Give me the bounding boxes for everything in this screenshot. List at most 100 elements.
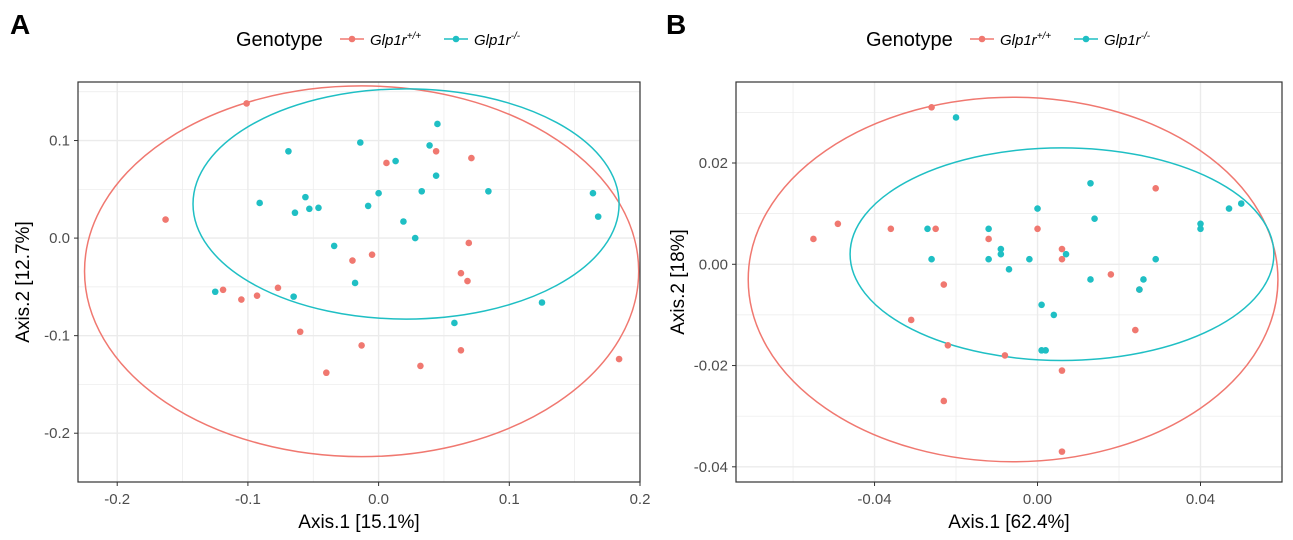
- panel-b-point-knockout-14: [985, 255, 992, 263]
- panel-a-legend-label-knockout: Glp1r-/-: [474, 31, 521, 49]
- panel-a-point-wild-type-2: [432, 147, 440, 155]
- panel-b-point-wild-type-6: [985, 235, 992, 243]
- panel-b-point-knockout-16: [1152, 255, 1159, 263]
- panel-a-point-knockout-23: [538, 299, 546, 306]
- panel-a-point-knockout-0: [434, 120, 441, 128]
- panel-a-point-knockout-3: [285, 147, 292, 155]
- panel-b-y-tick-label-0-00: 0.00: [699, 256, 728, 273]
- panel-b-point-knockout-24: [1042, 347, 1049, 354]
- panel-a-ellipse-knockout: [192, 88, 620, 320]
- panel-b-legend-label-knockout: Glp1r-/-: [1104, 31, 1151, 49]
- panel-a-point-wild-type-13: [238, 296, 245, 303]
- panel-b-point-wild-type-14: [1132, 326, 1139, 334]
- panel-b-point-wild-type-5: [810, 235, 817, 243]
- panel-a-point-knockout-20: [351, 279, 359, 287]
- panel-a-point-wild-type-16: [457, 346, 465, 354]
- panel-b-point-wild-type-17: [1058, 367, 1066, 374]
- panel-b-x-axis-title: Axis.1 [62.4%]: [948, 512, 1069, 533]
- panel-b-point-knockout-10: [997, 245, 1005, 253]
- panel-b-data: [747, 96, 1279, 463]
- panel-a-x-tick-label-0-0: 0.0: [368, 491, 389, 508]
- panel-a-legend: Genotype Glp1r+/+ Glp1r-/-: [236, 29, 521, 51]
- panel-b-y-axis-title: Axis.2 [18%]: [668, 229, 689, 335]
- panel-b-point-knockout-0: [952, 114, 960, 121]
- panel-a-legend-gene-wild-type: Glp1r: [370, 32, 408, 49]
- panel-b-y-tick-label-0-02: 0.02: [699, 155, 728, 172]
- panel-b-point-wild-type-7: [1034, 225, 1041, 233]
- panel-b-point-knockout-21: [1038, 301, 1045, 309]
- panel-b-point-knockout-9: [985, 225, 992, 233]
- panel-a-ellipse-wild-type: [83, 85, 640, 458]
- panel-a-legend-key-point-knockout: [452, 35, 460, 43]
- panel-b-point-knockout-17: [1005, 266, 1013, 273]
- panel-a-x-tick-label-0-2: 0.2: [630, 491, 651, 508]
- panel-b-point-knockout-8: [1197, 225, 1204, 233]
- panel-b-point-wild-type-13: [907, 316, 915, 324]
- panel-a-point-knockout-1: [357, 139, 364, 146]
- panel-b-legend-sup-knockout: -/-: [1141, 31, 1151, 42]
- panel-a-point-wild-type-12: [253, 292, 261, 299]
- panel-b-point-wild-type-18: [940, 397, 948, 405]
- panel-b-point-knockout-13: [928, 255, 935, 263]
- panel-a-point-wild-type-7: [368, 251, 376, 258]
- panel-b-point-knockout-20: [1136, 286, 1143, 293]
- panel-a-point-wild-type-0: [243, 100, 250, 107]
- panel-a-point-wild-type-1: [383, 159, 390, 167]
- panel-a-point-knockout-5: [432, 172, 440, 179]
- panel-a-point-knockout-4: [392, 157, 399, 165]
- panel-a-point-wild-type-10: [219, 286, 227, 294]
- panel-a-point-knockout-17: [400, 218, 407, 225]
- panel-b-point-wild-type-11: [940, 281, 948, 288]
- panel-b-point-knockout-7: [924, 225, 931, 233]
- panel-b-point-knockout-1: [1087, 179, 1094, 187]
- panel-a-point-knockout-2: [426, 142, 433, 149]
- panel-b-grid: [736, 82, 1282, 482]
- panel-b-ellipse-wild-type: [747, 96, 1279, 463]
- panel-a: -0.2 -0.1 0.0 0.1 0.2 -0.2 -0.1 0.0 0.1 Axis.1 [1…: [10, 9, 650, 533]
- panel-a-plot-background: [78, 82, 640, 482]
- panel-a-point-wild-type-18: [323, 369, 330, 377]
- panel-a-y-tick-label-0-1: 0.1: [49, 133, 70, 150]
- panel-b-y-tick-label-0-04: -0.04: [694, 459, 728, 476]
- panel-b: -0.04 0.00 0.04 -0.04 -0.02 0.00 0.02 Axis.1 [6…: [666, 9, 1283, 533]
- panel-a-y-tick-label-0-0: 0.0: [49, 230, 70, 247]
- panel-a-x-axis-title: Axis.1 [15.1%]: [298, 512, 419, 533]
- panel-a-legend-key-point-wild-type: [348, 35, 356, 43]
- panel-b-point-wild-type-9: [1058, 255, 1066, 263]
- panel-b-point-wild-type-10: [1107, 271, 1115, 278]
- panel-b-point-knockout-5: [1091, 215, 1098, 223]
- panel-b-point-knockout-6: [1197, 220, 1204, 228]
- panel-b-point-wild-type-19: [1058, 448, 1066, 455]
- panel-b-legend-key-point-knockout: [1082, 35, 1090, 43]
- panel-a-grid: [78, 82, 640, 482]
- panel-a-point-knockout-15: [291, 209, 299, 217]
- panel-a-point-knockout-13: [315, 204, 322, 212]
- panel-b-y-tick-label-0-02: -0.02: [694, 358, 728, 375]
- panel-a-x-tick-label-0-1: 0.1: [499, 491, 520, 508]
- panel-b-point-knockout-22: [1050, 311, 1058, 319]
- panel-a-point-wild-type-19: [615, 355, 623, 363]
- panel-a-point-knockout-22: [290, 293, 297, 300]
- panel-a-x-tick-label-0-1: -0.1: [235, 491, 261, 508]
- panel-b-point-knockout-12: [1062, 250, 1070, 258]
- panel-a-point-knockout-11: [256, 199, 263, 207]
- panel-a-point-knockout-7: [485, 187, 492, 195]
- panel-a-point-wild-type-11: [274, 284, 282, 292]
- panel-a-x-tick-label-0-2: -0.2: [104, 491, 130, 508]
- panel-a-point-knockout-6: [302, 193, 309, 201]
- panel-b-legend-title: Genotype: [866, 29, 953, 51]
- panel-a-legend-sup-knockout: -/-: [511, 31, 521, 42]
- panel-b-point-wild-type-16: [1001, 352, 1009, 359]
- panel-a-y-tick-label-0-1: -0.1: [44, 328, 70, 345]
- panel-a-point-knockout-18: [411, 234, 419, 242]
- panel-a-legend-sup-wild-type: +/+: [407, 31, 422, 42]
- panel-b-point-wild-type-15: [944, 341, 952, 349]
- panel-b-point-wild-type-4: [932, 225, 939, 233]
- panel-b-point-knockout-18: [1140, 276, 1147, 283]
- panel-a-point-wild-type-15: [358, 342, 365, 349]
- panel-b-point-wild-type-8: [1058, 245, 1066, 253]
- panel-b-point-wild-type-2: [834, 220, 842, 228]
- panel-a-point-knockout-8: [418, 187, 426, 195]
- panel-b-point-knockout-11: [997, 250, 1005, 258]
- panel-a-point-knockout-24: [451, 319, 458, 327]
